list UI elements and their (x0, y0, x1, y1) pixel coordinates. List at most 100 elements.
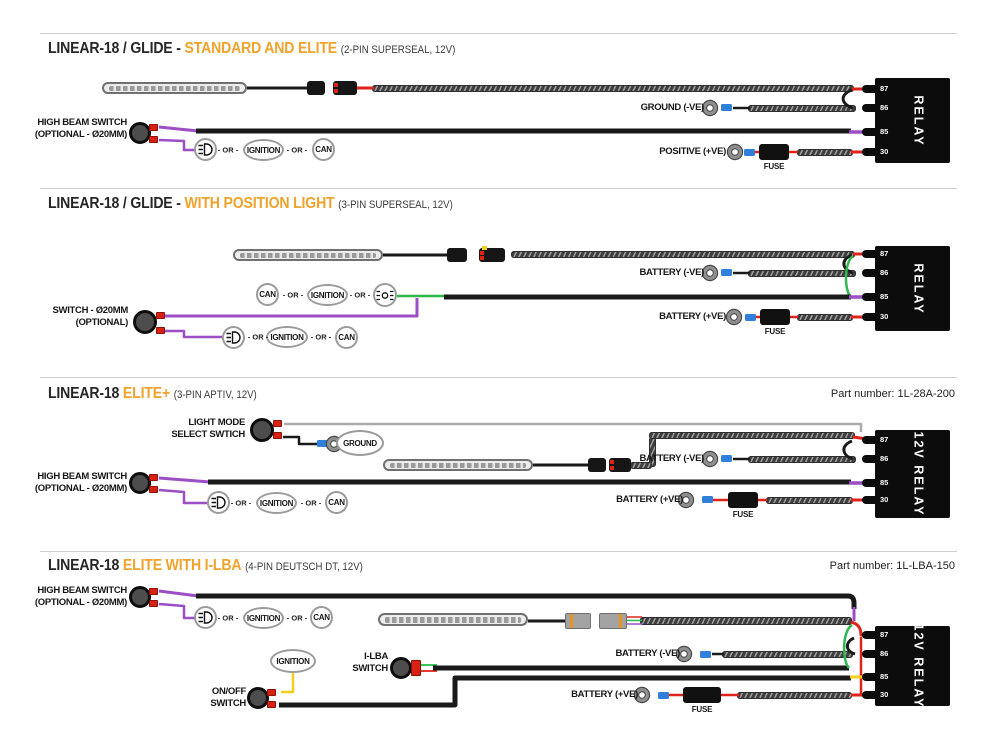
ground-label: GROUND (-VE) (640, 102, 705, 113)
part-number: Part number: 1L-28A-200 (830, 388, 955, 400)
pin-87: 87 (880, 435, 889, 444)
fuse (759, 144, 789, 160)
s4-highbeam-run (196, 593, 857, 609)
label-line: SWITCH - Ø20MM (52, 305, 129, 316)
ring-terminal (703, 266, 717, 280)
part-number: Part number: 1L-LBA-150 (829, 560, 955, 572)
title-suffix: (3-PIN APTIV, 12V) (173, 389, 257, 401)
switch-terminal (149, 124, 158, 131)
braided-harness (640, 617, 852, 625)
connector-seal (334, 89, 338, 93)
braided-wire (737, 692, 852, 699)
light-mode-select-label: LIGHT MODE SELECT SWTICH (171, 417, 245, 440)
ignition-option: IGNITION (307, 284, 348, 306)
s3-ground-branch (283, 435, 317, 446)
connector-plug (588, 458, 606, 472)
or-label: - OR - (230, 498, 252, 508)
or-label: - OR - (286, 145, 308, 155)
ring-terminal (727, 310, 741, 324)
braided-wire (766, 497, 853, 504)
crimp-connector (700, 651, 711, 658)
relay-label: 12V RELAY (911, 431, 926, 517)
section3-title: LINEAR-18 ELITE+ (3-PIN APTIV, 12V) (48, 385, 257, 403)
onoff-switch-label: ON/OFF SWITCH (210, 686, 246, 709)
battery-positive-label: BATTERY (+VE) (616, 494, 683, 505)
switch-terminal (149, 588, 158, 595)
connector-band (619, 614, 622, 628)
label-line: (OPTIONAL - Ø20MM) (34, 128, 127, 140)
braided-wire (630, 462, 652, 469)
braided-harness-elbow (649, 437, 656, 467)
relay-pin (862, 293, 879, 301)
or-label: - OR - (286, 613, 308, 623)
section4-title: LINEAR-18 ELITE WITH I-LBA (4-PIN DEUTSC… (48, 557, 363, 575)
label-line: HIGH BEAM SWITCH (37, 471, 127, 482)
braided-harness (649, 432, 855, 439)
high-beam-switch-label: HIGH BEAM SWITCH (OPTIONAL - Ø20MM) (35, 117, 127, 140)
title-suffix: (3-PIN SUPERSEAL, 12V) (338, 199, 453, 211)
high-beam-icon (207, 491, 230, 514)
s4-wire-pin87 (850, 620, 874, 637)
high-beam-icon (194, 606, 217, 629)
or-label: - OR - (282, 290, 304, 300)
label-line: (OPTIONAL - Ø20MM) (34, 596, 127, 608)
relay-pin (862, 496, 879, 504)
s2-green-position-wire (844, 254, 854, 298)
ring-terminal (703, 452, 717, 466)
ilba-switch-label: I-LBA SWITCH (352, 651, 388, 674)
section2-title: LINEAR-18 / GLIDE - WITH POSITION LIGHT … (48, 195, 453, 213)
pin-86: 86 (880, 454, 889, 463)
label-line: SWITCH (352, 662, 388, 674)
label-line: HIGH BEAM SWITCH (37, 117, 127, 128)
battery-negative-label: BATTERY (-VE) (639, 267, 704, 278)
braided-wire (797, 314, 853, 321)
or-label: - OR - (310, 332, 332, 342)
s2-switch-purple-2 (160, 329, 222, 339)
pin-85: 85 (880, 672, 889, 681)
battery-positive-label: BATTERY (+VE) (571, 689, 638, 700)
can-option: CAN (256, 283, 279, 306)
ring-terminal (679, 493, 693, 507)
switch-terminal (267, 689, 276, 696)
title-suffix: (4-PIN DEUTSCH DT, 12V) (245, 561, 363, 573)
label-line: ON/OFF (211, 686, 246, 697)
switch-terminal (149, 474, 158, 481)
title-prefix: LINEAR-18 (48, 385, 123, 402)
high-beam-switch-label: HIGH BEAM SWITCH (OPTIONAL - Ø20MM) (35, 585, 127, 608)
switch-terminal (273, 432, 282, 439)
high-beam-switch (129, 586, 151, 608)
ignition-option: IGNITION (266, 326, 308, 348)
ring-terminal (677, 647, 691, 661)
high-beam-switch-label: HIGH BEAM SWITCH (OPTIONAL - Ø20MM) (35, 471, 127, 494)
connector-socket (333, 81, 357, 95)
relay-label: RELAY (911, 262, 926, 315)
ilba-connector (411, 660, 421, 676)
connector-seal (480, 251, 484, 255)
fuse-label: FUSE (764, 327, 786, 336)
positive-label: POSITIVE (+VE) (659, 146, 726, 157)
relay-pin (862, 250, 879, 258)
fuse-label: FUSE (732, 510, 754, 519)
pin-86: 86 (880, 649, 889, 658)
label-line: (OPTIONAL - Ø20MM) (34, 482, 127, 494)
deutsch-connector-socket (599, 613, 627, 629)
relay-12v: 12V RELAY 87 86 85 30 (862, 430, 950, 518)
s3-switch-purple-2 (158, 488, 207, 505)
relay-pin (862, 313, 879, 321)
braided-wire (722, 651, 853, 658)
battery-negative-label: BATTERY (-VE) (615, 648, 680, 659)
s4-switch-purple (158, 589, 199, 598)
title-accent: STANDARD AND ELITE (184, 40, 338, 57)
relay-pin (862, 455, 879, 463)
crimp-connector (721, 269, 732, 276)
connector-seal (610, 466, 614, 470)
can-option: CAN (325, 491, 348, 514)
relay-pin (862, 650, 879, 658)
fuse-label: FUSE (691, 705, 713, 714)
high-beam-switch (129, 472, 151, 494)
or-label: - OR - (349, 290, 371, 300)
ignition-option: IGNITION (243, 139, 284, 161)
section1-title: LINEAR-18 / GLIDE - STANDARD AND ELITE (… (48, 40, 455, 58)
s3-loop-87-86 (842, 439, 854, 461)
